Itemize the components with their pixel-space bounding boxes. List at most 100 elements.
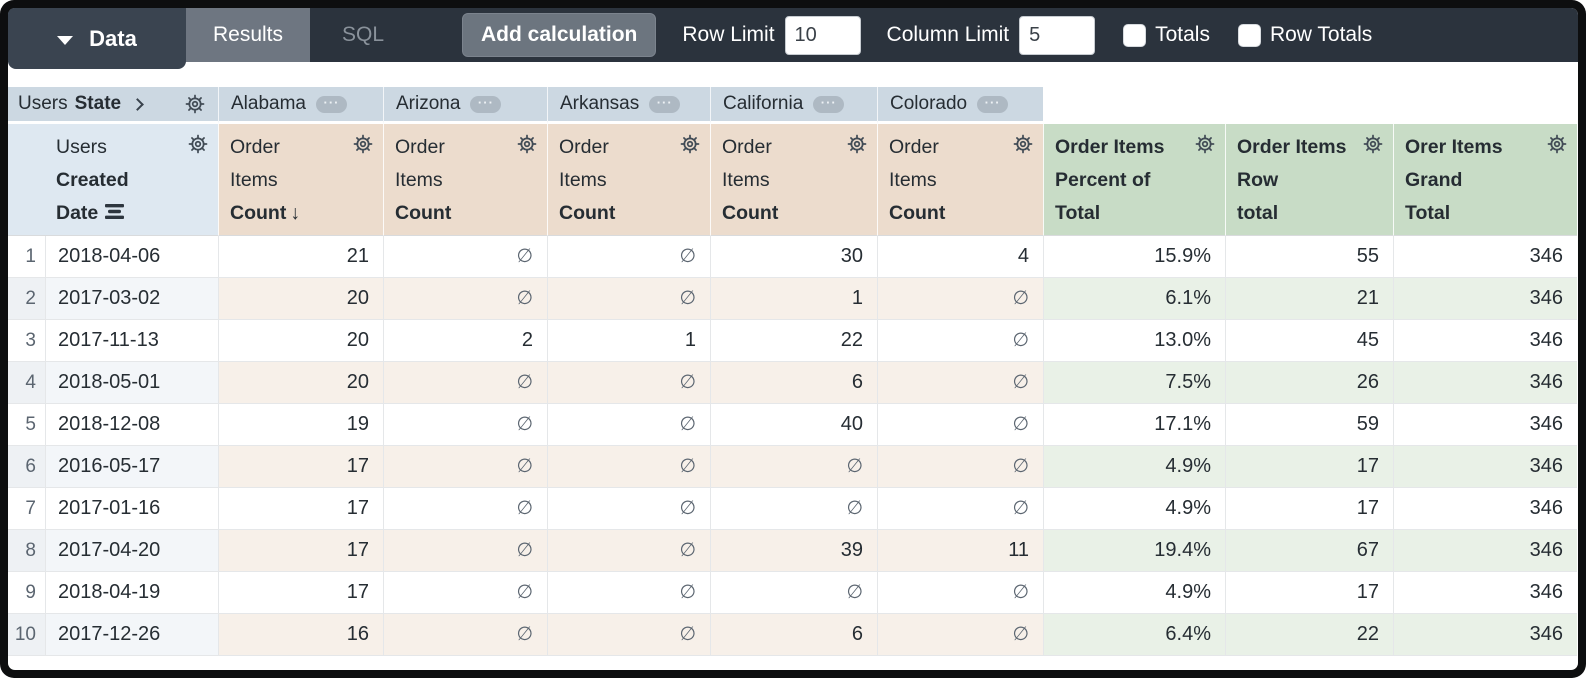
gear-icon[interactable]: [1362, 133, 1384, 155]
percent-of-total-cell[interactable]: 19.4%: [1043, 530, 1225, 572]
gear-icon[interactable]: [1012, 133, 1034, 155]
row-total-cell[interactable]: 21: [1225, 278, 1393, 320]
data-section-toggle[interactable]: Data: [8, 8, 186, 69]
row-limit-input[interactable]: [784, 15, 861, 55]
percent-of-total-cell[interactable]: 17.1%: [1043, 404, 1225, 446]
count-cell[interactable]: 20: [218, 320, 383, 362]
percent-of-total-cell[interactable]: 13.0%: [1043, 320, 1225, 362]
calc-column-header-row-total[interactable]: Order Items Row total: [1225, 124, 1393, 236]
date-cell[interactable]: 2018-04-06: [45, 236, 218, 278]
percent-of-total-cell[interactable]: 6.1%: [1043, 278, 1225, 320]
pivot-dimension-header[interactable]: Users State: [8, 87, 218, 124]
dimension-field-line1: Created: [56, 169, 129, 191]
totals-checkbox[interactable]: [1123, 23, 1147, 47]
count-cell[interactable]: 40: [710, 404, 877, 446]
count-cell[interactable]: 6: [710, 614, 877, 656]
grand-total-cell[interactable]: 346: [1393, 614, 1577, 656]
percent-of-total-cell[interactable]: 6.4%: [1043, 614, 1225, 656]
date-cell[interactable]: 2017-12-26: [45, 614, 218, 656]
row-total-cell[interactable]: 67: [1225, 530, 1393, 572]
grand-total-cell[interactable]: 346: [1393, 320, 1577, 362]
pivot-value-header[interactable]: Arizona ···: [383, 87, 547, 124]
date-cell[interactable]: 2018-12-08: [45, 404, 218, 446]
date-cell[interactable]: 2017-03-02: [45, 278, 218, 320]
measure-column-header[interactable]: Order Items Count: [710, 124, 877, 236]
date-cell[interactable]: 2018-05-01: [45, 362, 218, 404]
grand-total-cell[interactable]: 346: [1393, 278, 1577, 320]
count-cell[interactable]: 17: [218, 488, 383, 530]
count-cell[interactable]: 2: [383, 320, 547, 362]
grand-total-cell[interactable]: 346: [1393, 530, 1577, 572]
gear-icon[interactable]: [1194, 133, 1216, 155]
percent-of-total-cell[interactable]: 4.9%: [1043, 446, 1225, 488]
date-cell[interactable]: 2017-11-13: [45, 320, 218, 362]
pivot-value-header[interactable]: Arkansas ···: [547, 87, 710, 124]
row-total-cell[interactable]: 26: [1225, 362, 1393, 404]
count-cell[interactable]: 17: [218, 446, 383, 488]
tab-sql[interactable]: SQL: [310, 8, 416, 62]
count-cell[interactable]: 21: [218, 236, 383, 278]
date-cell[interactable]: 2017-04-20: [45, 530, 218, 572]
gear-icon[interactable]: [679, 133, 701, 155]
grand-total-cell[interactable]: 346: [1393, 446, 1577, 488]
row-total-cell[interactable]: 17: [1225, 488, 1393, 530]
measure-column-header[interactable]: Order Items Count: [547, 124, 710, 236]
count-cell[interactable]: 22: [710, 320, 877, 362]
dimension-column-header[interactable]: Users Created Date: [45, 124, 218, 236]
grand-total-cell[interactable]: 346: [1393, 488, 1577, 530]
tab-results[interactable]: Results: [186, 8, 310, 62]
more-options-icon[interactable]: ···: [470, 95, 502, 113]
measure-column-header[interactable]: Order Items Count ↓: [218, 124, 383, 236]
row-total-cell[interactable]: 59: [1225, 404, 1393, 446]
count-cell[interactable]: 16: [218, 614, 383, 656]
row-total-cell[interactable]: 45: [1225, 320, 1393, 362]
pivot-value-header[interactable]: California ···: [710, 87, 877, 124]
row-total-cell[interactable]: 55: [1225, 236, 1393, 278]
pivot-value-header[interactable]: Colorado ···: [877, 87, 1043, 124]
percent-of-total-cell[interactable]: 4.9%: [1043, 572, 1225, 614]
column-limit-input[interactable]: [1019, 15, 1096, 55]
more-options-icon[interactable]: ···: [977, 95, 1009, 113]
count-cell[interactable]: 17: [218, 572, 383, 614]
gear-icon[interactable]: [1546, 133, 1568, 155]
row-total-cell[interactable]: 17: [1225, 572, 1393, 614]
more-options-icon[interactable]: ···: [813, 95, 845, 113]
count-cell[interactable]: 20: [218, 278, 383, 320]
grand-total-cell[interactable]: 346: [1393, 404, 1577, 446]
date-cell[interactable]: 2016-05-17: [45, 446, 218, 488]
row-totals-checkbox[interactable]: [1237, 23, 1261, 47]
more-options-icon[interactable]: ···: [649, 95, 681, 113]
row-total-cell[interactable]: 22: [1225, 614, 1393, 656]
grand-total-cell[interactable]: 346: [1393, 572, 1577, 614]
count-cell[interactable]: 17: [218, 530, 383, 572]
gear-icon[interactable]: [846, 133, 868, 155]
calc-column-header-percent-of-total[interactable]: Order Items Percent of Total: [1043, 124, 1225, 236]
count-cell[interactable]: 11: [877, 530, 1043, 572]
count-cell[interactable]: 30: [710, 236, 877, 278]
calc-column-header-grand-total[interactable]: Orer Items Grand Total: [1393, 124, 1577, 236]
grand-total-cell[interactable]: 346: [1393, 236, 1577, 278]
date-cell[interactable]: 2017-01-16: [45, 488, 218, 530]
percent-of-total-cell[interactable]: 7.5%: [1043, 362, 1225, 404]
add-calculation-button[interactable]: Add calculation: [462, 13, 657, 57]
grand-total-cell[interactable]: 346: [1393, 362, 1577, 404]
gear-icon[interactable]: [352, 133, 374, 155]
more-options-icon[interactable]: ···: [316, 95, 347, 113]
measure-column-header[interactable]: Order Items Count: [383, 124, 547, 236]
pivot-value-header[interactable]: Alabama ···: [218, 87, 383, 124]
gear-icon[interactable]: [184, 93, 206, 115]
count-cell[interactable]: 39: [710, 530, 877, 572]
measure-column-header[interactable]: Order Items Count: [877, 124, 1043, 236]
count-cell[interactable]: 1: [547, 320, 710, 362]
count-cell[interactable]: 19: [218, 404, 383, 446]
gear-icon[interactable]: [187, 133, 209, 155]
count-cell[interactable]: 4: [877, 236, 1043, 278]
count-cell[interactable]: 6: [710, 362, 877, 404]
gear-icon[interactable]: [516, 133, 538, 155]
percent-of-total-cell[interactable]: 4.9%: [1043, 488, 1225, 530]
row-total-cell[interactable]: 17: [1225, 446, 1393, 488]
count-cell[interactable]: 20: [218, 362, 383, 404]
date-cell[interactable]: 2018-04-19: [45, 572, 218, 614]
count-cell[interactable]: 1: [710, 278, 877, 320]
percent-of-total-cell[interactable]: 15.9%: [1043, 236, 1225, 278]
